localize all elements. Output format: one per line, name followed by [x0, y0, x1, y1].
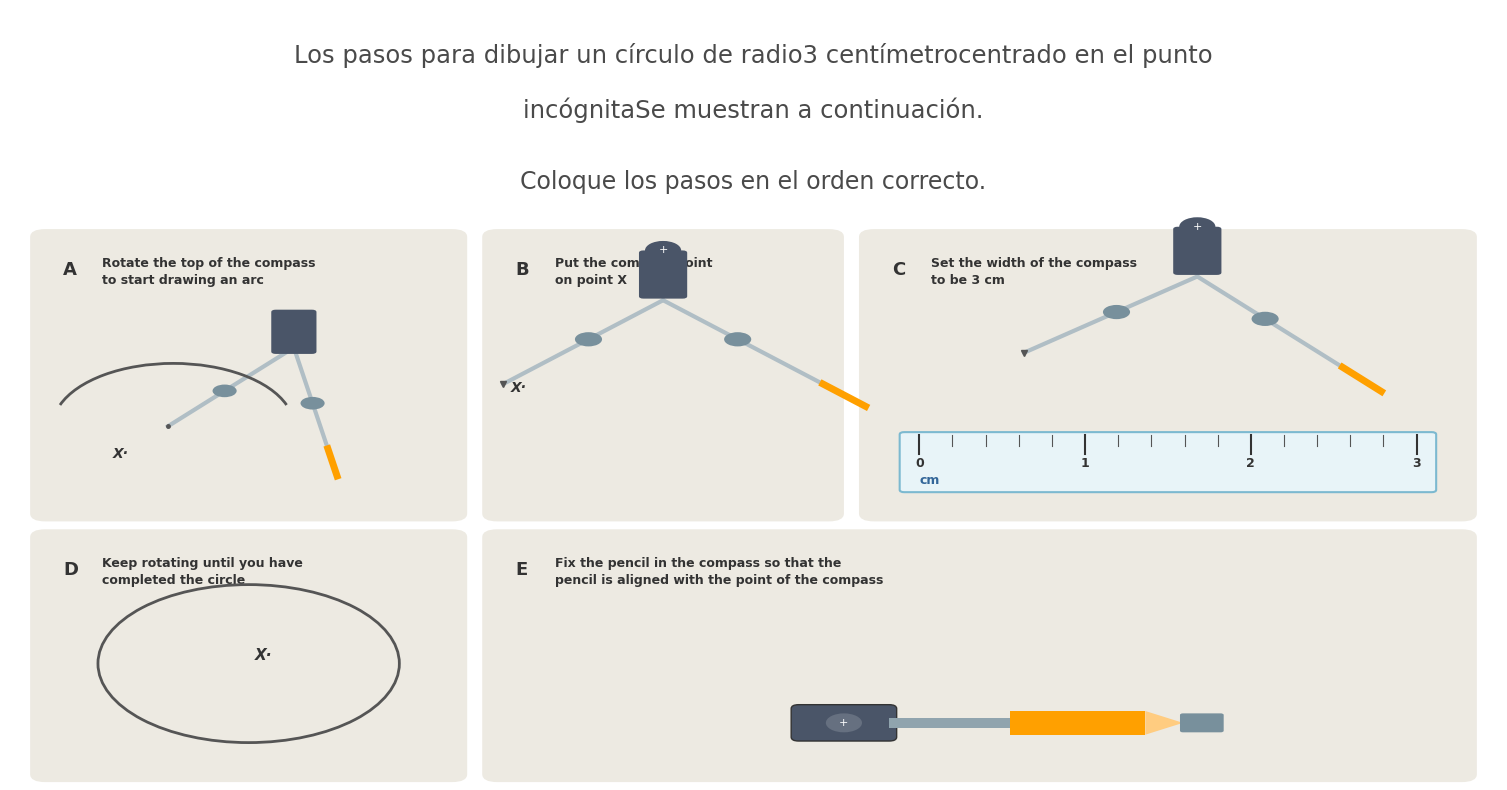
Text: 0: 0: [915, 457, 924, 469]
Circle shape: [645, 241, 681, 260]
Text: X·: X·: [255, 649, 273, 663]
Circle shape: [1251, 312, 1278, 326]
Text: Keep rotating until you have
completed the circle: Keep rotating until you have completed t…: [102, 557, 303, 587]
Text: cm: cm: [919, 474, 940, 487]
FancyBboxPatch shape: [791, 705, 897, 741]
FancyBboxPatch shape: [900, 432, 1436, 492]
Text: D: D: [63, 561, 78, 579]
Circle shape: [1103, 305, 1130, 319]
Text: A: A: [63, 261, 77, 279]
Text: +: +: [839, 718, 848, 728]
Circle shape: [826, 713, 862, 732]
Text: 2: 2: [1246, 457, 1255, 469]
Text: Set the width of the compass
to be 3 cm: Set the width of the compass to be 3 cm: [931, 257, 1138, 287]
Text: E: E: [515, 561, 527, 579]
Text: Put the compass point
on point X: Put the compass point on point X: [555, 257, 713, 287]
Circle shape: [576, 332, 603, 346]
Text: +: +: [659, 246, 668, 255]
FancyBboxPatch shape: [30, 229, 467, 521]
Polygon shape: [1145, 711, 1183, 735]
Text: X·: X·: [511, 381, 527, 395]
Text: 3: 3: [1412, 457, 1421, 469]
Text: C: C: [892, 261, 906, 279]
Text: Rotate the top of the compass
to start drawing an arc: Rotate the top of the compass to start d…: [102, 257, 316, 287]
FancyBboxPatch shape: [482, 529, 1477, 782]
FancyBboxPatch shape: [271, 310, 316, 354]
Text: Los pasos para dibujar un círculo de radio3 centímetrocentrado en el punto: Los pasos para dibujar un círculo de rad…: [294, 43, 1213, 68]
FancyBboxPatch shape: [859, 229, 1477, 521]
FancyBboxPatch shape: [30, 529, 467, 782]
Circle shape: [1178, 217, 1216, 236]
FancyBboxPatch shape: [482, 229, 844, 521]
Text: 1: 1: [1081, 457, 1090, 469]
FancyBboxPatch shape: [639, 250, 687, 299]
Text: B: B: [515, 261, 529, 279]
Circle shape: [212, 385, 237, 397]
Text: Coloque los pasos en el orden correcto.: Coloque los pasos en el orden correcto.: [520, 170, 987, 194]
Text: +: +: [1192, 222, 1203, 231]
Circle shape: [723, 332, 750, 346]
Bar: [1010, 711, 1145, 735]
FancyBboxPatch shape: [1180, 713, 1224, 732]
Text: incógnitaSe muestran a continuación.: incógnitaSe muestran a continuación.: [523, 98, 984, 123]
FancyBboxPatch shape: [1172, 227, 1222, 275]
Circle shape: [300, 397, 324, 409]
Text: X·: X·: [113, 447, 130, 461]
Bar: [889, 718, 1010, 728]
Text: Fix the pencil in the compass so that the
pencil is aligned with the point of th: Fix the pencil in the compass so that th…: [555, 557, 883, 587]
